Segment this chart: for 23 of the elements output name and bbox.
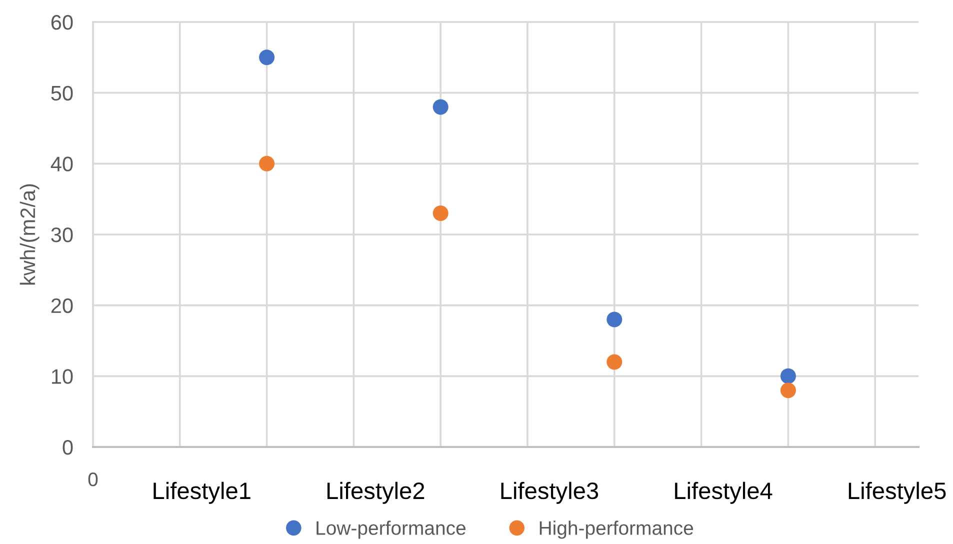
point (606, 354, 622, 370)
y-tick-label: 0 (62, 440, 73, 455)
point (606, 312, 622, 328)
y-tick-label: 10 (52, 369, 73, 384)
text: Lifestyle1 (154, 482, 250, 504)
text: Lifestyle3 (501, 482, 598, 504)
point (259, 50, 275, 66)
legend-label: High-performance (540, 520, 694, 539)
legend-label: Low-performance (316, 520, 466, 539)
y-tick-label: 50 (51, 86, 73, 101)
point (259, 156, 275, 172)
y-tick-label: 30 (51, 228, 73, 242)
y-axis-title: kwh/(m2/a) (20, 184, 40, 285)
y-tick-label: 20 (51, 298, 73, 314)
point (432, 205, 448, 222)
y-tick-label: 40 (50, 156, 73, 172)
text: Lifestyle2 (327, 482, 424, 504)
point (780, 382, 796, 398)
text: Lifestyle5 (848, 482, 946, 504)
text: Lifestyle4 (675, 482, 772, 504)
y-tick-label: 60 (51, 15, 73, 30)
point (432, 99, 448, 115)
point (780, 368, 796, 384)
